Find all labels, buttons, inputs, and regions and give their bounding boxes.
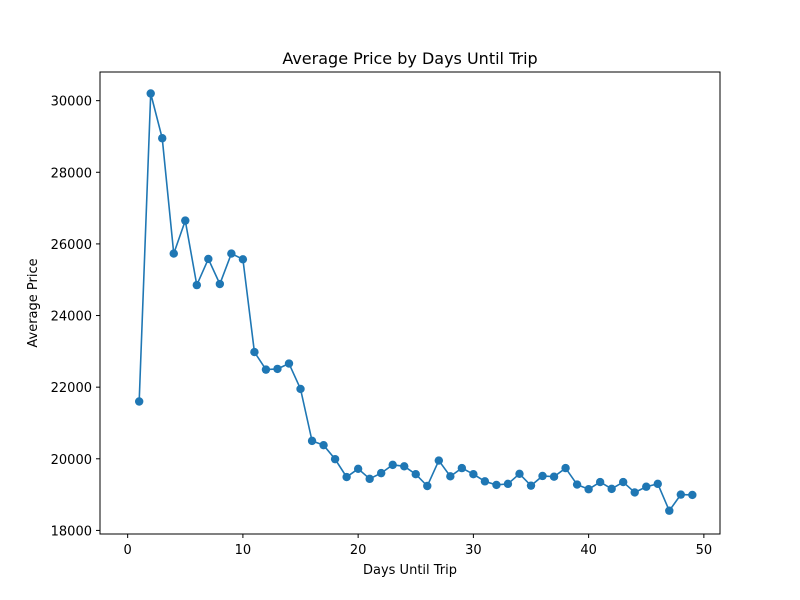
data-point xyxy=(642,482,651,491)
data-point xyxy=(342,472,351,482)
data-point xyxy=(353,464,363,474)
data-point xyxy=(676,490,686,499)
y-tick-label: 28000 xyxy=(51,166,92,181)
y-axis-label: Average Price xyxy=(26,258,41,347)
data-point xyxy=(549,472,559,481)
data-point xyxy=(146,89,155,98)
data-point xyxy=(330,454,340,464)
x-axis-ticks: 0 10 20 30 40 50 xyxy=(124,534,713,558)
data-point xyxy=(411,469,420,479)
data-point xyxy=(423,481,432,491)
data-point xyxy=(434,456,444,465)
series-line xyxy=(138,93,693,513)
data-point xyxy=(630,488,639,497)
y-tick-label: 20000 xyxy=(51,453,92,468)
data-point xyxy=(169,249,178,258)
data-point xyxy=(480,477,490,486)
data-point xyxy=(400,462,409,471)
series-points xyxy=(134,89,697,515)
x-tick-label: 20 xyxy=(350,543,367,558)
data-point xyxy=(503,479,513,489)
data-point xyxy=(215,279,225,289)
data-point xyxy=(319,440,328,450)
data-point xyxy=(365,474,374,484)
x-tick-label: 50 xyxy=(696,543,713,558)
data-point xyxy=(469,469,478,479)
data-point xyxy=(227,249,236,258)
data-point xyxy=(515,469,524,479)
data-point xyxy=(572,480,582,489)
data-point xyxy=(492,480,501,490)
data-point xyxy=(134,397,144,406)
data-point xyxy=(158,134,167,143)
data-point xyxy=(457,463,467,473)
data-point xyxy=(388,460,397,470)
data-point xyxy=(595,477,605,487)
y-tick-label: 30000 xyxy=(51,95,92,110)
data-point xyxy=(238,255,248,264)
x-tick-label: 40 xyxy=(580,543,597,558)
data-point xyxy=(181,216,190,225)
data-point xyxy=(307,436,317,446)
data-point xyxy=(665,506,674,515)
y-tick-label: 24000 xyxy=(51,310,92,325)
data-point xyxy=(192,280,202,290)
x-tick-label: 30 xyxy=(465,543,482,558)
chart-title: Average Price by Days Until Trip xyxy=(282,49,537,68)
data-point xyxy=(284,359,294,368)
y-tick-label: 18000 xyxy=(51,524,92,539)
data-point xyxy=(538,471,547,481)
data-point xyxy=(261,365,271,374)
data-point xyxy=(618,477,628,487)
x-tick-label: 0 xyxy=(124,543,132,558)
data-point xyxy=(296,384,305,394)
data-point xyxy=(653,479,662,489)
x-tick-label: 10 xyxy=(235,543,252,558)
data-point xyxy=(561,463,570,473)
data-point xyxy=(273,364,282,374)
plot-frame xyxy=(99,71,721,535)
data-point xyxy=(446,472,455,481)
data-point xyxy=(584,485,593,494)
x-axis-label: Days Until Trip xyxy=(363,563,457,578)
data-point xyxy=(376,468,386,478)
y-axis-ticks: 18000 20000 22000 24000 26000 28000 30000 xyxy=(51,95,100,539)
data-point xyxy=(250,347,259,357)
data-point xyxy=(607,484,616,494)
data-point xyxy=(688,490,697,500)
data-point xyxy=(204,254,213,264)
data-point xyxy=(526,481,536,490)
y-tick-label: 26000 xyxy=(51,238,92,253)
y-tick-label: 22000 xyxy=(51,381,92,396)
